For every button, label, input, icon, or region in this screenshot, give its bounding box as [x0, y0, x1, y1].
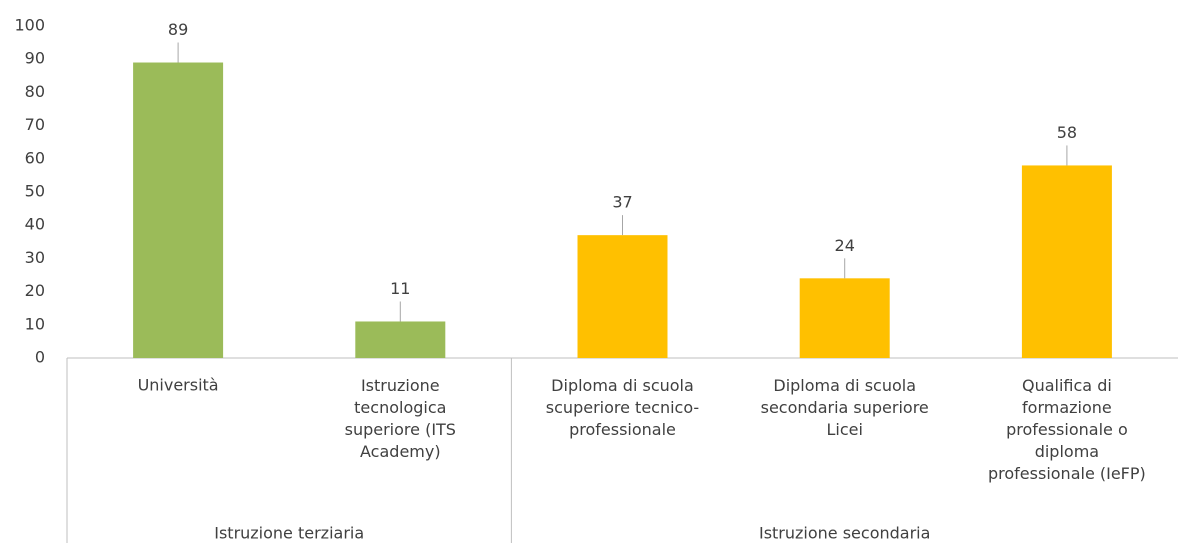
- data-label: 24: [835, 236, 855, 255]
- y-tick-label: 100: [14, 16, 45, 35]
- bar: [577, 235, 668, 358]
- x-tick-label: Diploma di scuola secondaria superiore Lic…: [761, 376, 929, 439]
- y-tick-label: 40: [25, 215, 45, 234]
- y-tick-label: 70: [25, 115, 45, 134]
- group-label: Istruzione terziaria: [214, 524, 364, 543]
- x-tick-label: Università: [138, 376, 219, 395]
- x-tick-label: Diploma di scuola scuperiore tecnico-prof…: [546, 376, 699, 439]
- y-tick-label: 90: [25, 49, 45, 68]
- y-tick-label: 20: [25, 281, 45, 300]
- data-label: 89: [168, 20, 188, 39]
- y-tick-label: 80: [25, 82, 45, 101]
- bar: [799, 278, 890, 358]
- x-tick-label: Qualifica di formazione professionale o dip…: [988, 376, 1146, 483]
- data-label: 37: [612, 193, 632, 212]
- y-tick-label: 30: [25, 248, 45, 267]
- y-tick-label: 0: [35, 348, 45, 367]
- y-tick-label: 60: [25, 148, 45, 167]
- data-label: 58: [1057, 123, 1077, 142]
- data-label: 11: [390, 279, 410, 298]
- y-tick-label: 50: [25, 182, 45, 201]
- bar: [355, 321, 446, 358]
- bar: [133, 62, 224, 359]
- x-tick-label: Istruzione tecnologica superiore (ITS Acade…: [345, 376, 456, 461]
- y-tick-label: 10: [25, 314, 45, 333]
- group-label: Istruzione secondaria: [759, 524, 930, 543]
- bar: [1021, 165, 1112, 358]
